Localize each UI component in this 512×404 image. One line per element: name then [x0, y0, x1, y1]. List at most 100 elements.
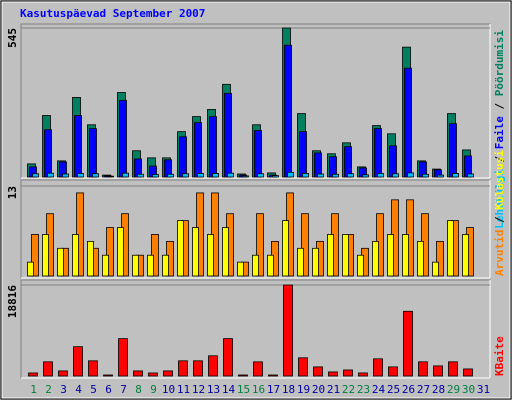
bar: [223, 338, 233, 377]
bar: [402, 234, 409, 277]
bar: [327, 234, 334, 277]
y-tick-label: 545: [6, 28, 19, 48]
legend-entry: Arvutid: [493, 230, 506, 276]
bar: [208, 355, 218, 377]
y-tick-label: 13: [6, 186, 19, 199]
bar: [447, 220, 454, 277]
legend-entry: KBaite: [493, 336, 506, 376]
bar: [28, 372, 38, 377]
x-tick-label: 26: [402, 383, 415, 396]
bar: [163, 370, 173, 377]
x-tick-label: 12: [192, 383, 205, 396]
x-tick-label: 31: [477, 383, 490, 396]
bar: [137, 173, 144, 178]
x-tick-label: 15: [237, 383, 250, 396]
x-tick-label: 7: [120, 383, 127, 396]
legend-entry: Pöördumisi: [493, 30, 506, 97]
bar: [148, 372, 158, 377]
bar: [436, 240, 444, 277]
bar: [302, 173, 309, 178]
bar: [102, 254, 109, 277]
x-tick-label: 25: [387, 383, 400, 396]
bar: [298, 357, 308, 377]
legend-entry: Külastusi: [493, 150, 506, 210]
bar: [358, 372, 368, 377]
bar: [242, 175, 249, 178]
bar: [207, 234, 214, 277]
x-tick-label: 2: [45, 383, 52, 396]
bar: [57, 247, 64, 277]
x-tick-label: 1: [30, 383, 37, 396]
x-tick-label: 23: [357, 383, 370, 396]
bar: [107, 175, 114, 178]
bar: [89, 128, 97, 178]
bar: [74, 115, 82, 178]
bar: [372, 240, 379, 277]
x-tick-label: 10: [162, 383, 175, 396]
bar: [392, 173, 399, 178]
bar: [374, 128, 382, 178]
bar: [312, 247, 319, 277]
bar: [88, 360, 98, 377]
bar: [342, 234, 349, 277]
bar: [42, 234, 49, 277]
bar: [462, 234, 469, 277]
bar: [32, 173, 39, 178]
bar: [389, 145, 397, 178]
x-tick-label: 3: [60, 383, 67, 396]
bar: [152, 174, 159, 178]
bar: [31, 234, 39, 277]
bar: [448, 361, 458, 377]
bar: [133, 370, 143, 377]
bar: [343, 369, 353, 377]
bar: [256, 213, 264, 277]
bar: [332, 173, 339, 178]
bar: [314, 152, 322, 178]
bar: [328, 371, 338, 377]
x-tick-label: 17: [267, 383, 280, 396]
bar: [422, 173, 429, 178]
bar: [404, 67, 412, 178]
bar: [179, 136, 187, 178]
bar: [284, 44, 292, 178]
bar: [377, 173, 384, 178]
x-tick-label: 8: [135, 383, 142, 396]
bar: [432, 261, 439, 277]
bar: [418, 361, 428, 377]
bar: [227, 172, 234, 178]
bar: [178, 360, 188, 377]
bar: [287, 171, 294, 178]
bar: [373, 358, 383, 377]
bar: [237, 261, 244, 277]
bar: [268, 374, 278, 377]
bar: [182, 173, 189, 178]
y-tick-label: 18816: [6, 285, 19, 318]
bar: [177, 220, 184, 277]
bar: [403, 310, 413, 377]
bar: [272, 175, 279, 178]
bar: [44, 129, 52, 178]
bar: [43, 361, 53, 377]
bar: [117, 227, 124, 277]
bar: [317, 173, 324, 178]
x-tick-label: 13: [207, 383, 220, 396]
bar: [297, 247, 304, 277]
x-tick-label: 5: [90, 383, 97, 396]
chart-title: Kasutuspäevad September 2007: [20, 7, 205, 20]
legend: KBaite: [493, 336, 506, 376]
bar: [347, 173, 354, 178]
bar: [253, 361, 263, 377]
bar: [103, 374, 113, 377]
bar: [238, 374, 248, 377]
bar: [77, 173, 84, 178]
bar: [467, 173, 474, 178]
bar: [162, 254, 169, 277]
bar: [301, 213, 309, 277]
bar: [27, 261, 34, 277]
x-tick-label: 4: [75, 383, 82, 396]
x-tick-label: 24: [372, 383, 386, 396]
bar: [73, 346, 83, 377]
bar: [357, 254, 364, 277]
x-tick-label: 21: [327, 383, 340, 396]
